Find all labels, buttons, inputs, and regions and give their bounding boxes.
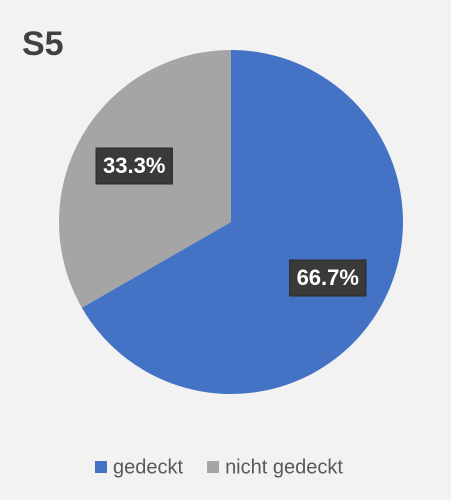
pie-slice [81, 50, 404, 394]
data-label-text: 66.7% [297, 265, 359, 290]
data-label: 66.7% [289, 259, 367, 297]
data-label-text: 33.3% [103, 153, 165, 178]
data-label-box [289, 259, 367, 297]
legend-swatch [95, 461, 107, 473]
legend-swatch [207, 461, 220, 473]
chart-title: S5 [22, 25, 64, 63]
data-label: 33.3% [95, 147, 173, 185]
legend-label: nicht gedeckt [225, 456, 343, 478]
legend-label: gedeckt [113, 456, 183, 478]
data-label-box [95, 147, 173, 185]
